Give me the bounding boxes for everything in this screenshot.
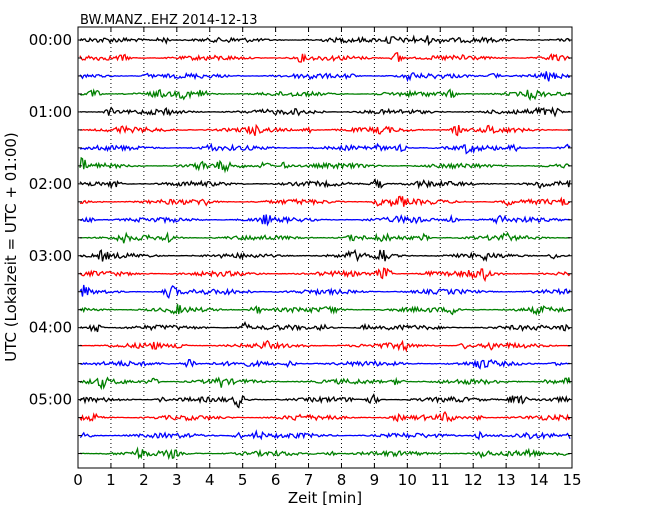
trace-1 — [79, 52, 571, 63]
chart-title: BW.MANZ..EHZ 2014-12-13 — [80, 13, 258, 28]
trace-11 — [79, 231, 571, 244]
trace-7 — [79, 156, 571, 174]
x-tick-label: 8 — [337, 471, 347, 489]
trace-19 — [79, 376, 571, 391]
trace-12 — [79, 248, 571, 263]
trace-3 — [79, 88, 571, 102]
x-axis: 0 1 2 3 4 5 6 7 8 9 10 11 12 13 14 15 — [73, 27, 582, 489]
y-tick-label: 03:00 — [29, 247, 72, 265]
trace-14 — [79, 284, 571, 299]
x-tick-label: 5 — [238, 471, 248, 489]
trace-2 — [79, 71, 571, 83]
trace-23 — [79, 446, 571, 461]
x-tick-label: 13 — [497, 471, 516, 489]
trace-18 — [79, 358, 571, 370]
trace-21 — [79, 411, 571, 423]
trace-6 — [79, 142, 571, 155]
x-tick-label: 9 — [370, 471, 380, 489]
trace-17 — [79, 339, 571, 353]
trace-20 — [79, 392, 571, 409]
x-tick-label: 12 — [464, 471, 483, 489]
x-tick-label: 3 — [172, 471, 182, 489]
x-axis-label: Zeit [min] — [288, 489, 362, 507]
x-tick-label: 4 — [205, 471, 215, 489]
grid — [110, 27, 540, 468]
y-tick-label: 01:00 — [29, 103, 72, 121]
plot-frame — [77, 26, 573, 469]
trace-15 — [79, 304, 571, 316]
x-tick-label: 11 — [431, 471, 450, 489]
x-tick-label: 2 — [139, 471, 149, 489]
trace-8 — [79, 178, 571, 190]
trace-13 — [79, 267, 571, 283]
y-tick-label: 04:00 — [29, 319, 72, 337]
trace-22 — [79, 429, 571, 441]
x-tick-label: 0 — [73, 471, 83, 489]
trace-10 — [79, 213, 571, 227]
x-tick-label: 6 — [271, 471, 281, 489]
trace-0 — [79, 34, 571, 47]
trace-9 — [79, 195, 571, 207]
trace-16 — [79, 320, 571, 333]
y-axis-label: UTC (Lokalzeit = UTC + 01:00) — [2, 132, 20, 362]
trace-4 — [79, 106, 571, 118]
x-tick-label: 15 — [562, 471, 581, 489]
y-tick-label: 02:00 — [29, 175, 72, 193]
x-tick-label: 10 — [398, 471, 417, 489]
x-tick-label: 7 — [304, 471, 314, 489]
trace-5 — [79, 123, 571, 137]
traces — [79, 34, 571, 461]
x-tick-label: 1 — [106, 471, 116, 489]
y-axis: 00:00 01:00 02:00 03:00 04:00 05:00 — [29, 31, 572, 455]
y-tick-label: 00:00 — [29, 31, 72, 49]
y-tick-label: 05:00 — [29, 391, 72, 409]
x-tick-label: 14 — [530, 471, 549, 489]
